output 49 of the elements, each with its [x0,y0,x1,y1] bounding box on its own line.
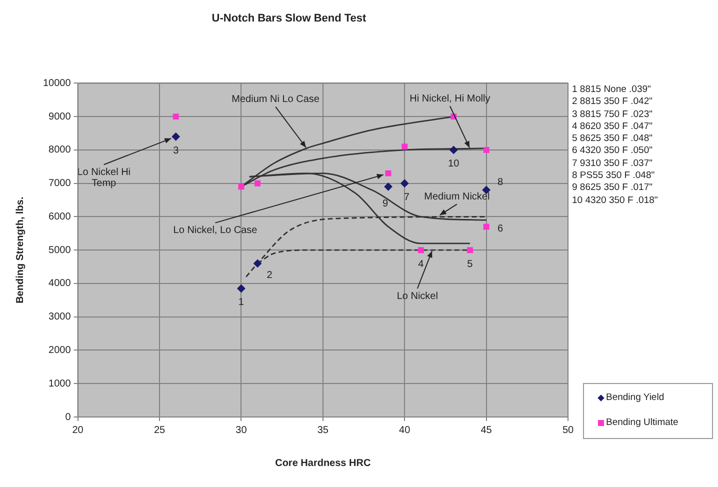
annotation: 5 [467,258,474,270]
legend-label: Bending Yield [606,392,664,403]
text: 10 4320 350 F .018" [572,194,658,207]
annotation: 8 [498,176,504,188]
annotation: Lo Nickel [396,290,438,302]
text: 3 8815 750 F .023" [572,108,654,121]
text: 2 8815 350 F .042" [572,96,654,109]
x-tick-label: 50 [562,424,574,436]
x-axis-title: Core Hardness HRC [275,458,371,469]
y-tick-label: 8000 [48,144,72,156]
x-tick-label: 40 [399,424,411,436]
annotation: 3 [173,145,180,156]
annotation: 1 [238,297,244,308]
legend-label: Bending Ultimate [606,417,678,428]
y-axis-title: Bending Strength, lbs. [14,196,26,304]
annotation: Lo Nickel, Lo Case [173,225,258,236]
annotation: 6 [498,223,504,234]
annotation: Lo Nickel Hi Temp [77,166,131,189]
text: 1 8815 None .039" [572,84,652,96]
text: 7 9310 350 F .037" [572,158,654,170]
y-tick-label: 2000 [48,344,72,356]
text: 6 4320 350 F .050" [572,145,654,158]
annotation: Medium Nickel [424,191,490,202]
y-tick-label: 0 [65,412,72,423]
annotation: 9 [382,198,388,210]
y-tick-label: 6000 [48,211,72,222]
annotation: 7 [404,192,410,204]
y-tick-label: 3000 [48,312,72,323]
text: 5 8625 350 F .048" [572,133,654,146]
y-tick-label: 5000 [48,244,72,256]
annotation: 2 [266,270,273,282]
annotation: Medium Ni Lo Case [232,94,320,106]
x-tick-label: 45 [480,424,492,436]
y-tick-label: 9000 [48,111,72,122]
annotation: 10 [448,158,460,170]
text: 4 8620 350 F .047" [572,120,654,134]
y-tick-label: 7000 [48,178,72,190]
y-tick-label: 1000 [48,378,72,390]
annotation: 4 [418,258,424,270]
x-tick-label: 35 [317,424,329,436]
x-tick-label: 30 [236,424,248,436]
x-tick-label: 20 [72,424,84,436]
annotation: Hi Nickel, Hi Molly [410,93,490,104]
text: 9 8625 350 F .017" [572,182,654,195]
y-tick-label: 4000 [48,278,72,290]
y-tick-label: 10000 [42,78,72,89]
text: 8 PS55 350 F .048" [572,170,656,182]
chart-title: U-Notch Bars Slow Bend Test [212,12,367,25]
x-tick-label: 25 [154,424,166,436]
